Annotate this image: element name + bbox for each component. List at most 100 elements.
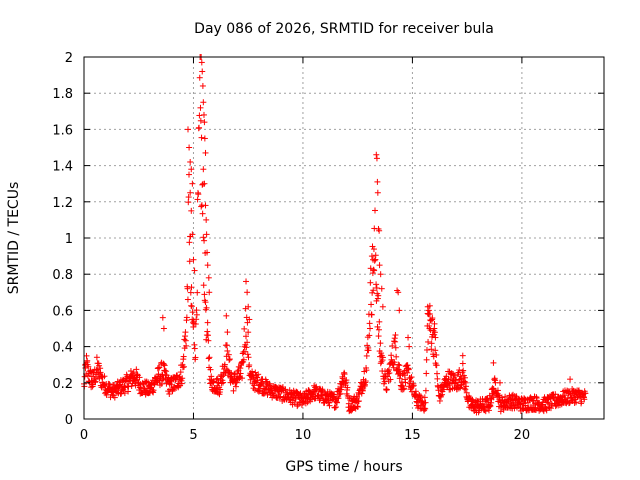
data-point <box>204 249 211 256</box>
data-point <box>482 408 489 415</box>
data-point <box>456 367 463 374</box>
data-point <box>247 376 254 383</box>
data-point <box>136 374 143 381</box>
data-point <box>377 271 384 278</box>
data-point <box>105 389 112 396</box>
data-point <box>373 281 380 288</box>
x-tick-label: 10 <box>295 428 312 443</box>
data-points <box>81 54 589 416</box>
data-point <box>223 342 230 349</box>
data-point <box>196 74 203 81</box>
data-point <box>254 377 261 384</box>
data-point <box>196 112 203 119</box>
y-tick-label: 2 <box>65 51 73 66</box>
data-point <box>370 287 377 294</box>
data-point <box>422 405 429 412</box>
data-point <box>136 384 143 391</box>
data-point <box>378 285 385 292</box>
data-point <box>522 402 529 409</box>
data-point <box>83 352 90 359</box>
data-point <box>159 314 166 321</box>
data-point <box>241 325 248 332</box>
data-point <box>421 394 428 401</box>
data-point <box>199 210 206 217</box>
data-point <box>179 375 186 382</box>
data-point <box>376 262 383 269</box>
data-point <box>369 243 376 250</box>
data-point <box>334 399 341 406</box>
data-point <box>130 369 137 376</box>
data-point <box>375 326 382 333</box>
data-point <box>354 403 361 410</box>
data-point <box>291 399 298 406</box>
data-point <box>224 329 231 336</box>
data-point <box>458 375 465 382</box>
data-point <box>81 373 88 380</box>
data-point <box>573 399 580 406</box>
data-point <box>427 317 434 324</box>
data-point <box>225 368 232 375</box>
data-point <box>197 117 204 124</box>
data-point <box>204 262 211 269</box>
data-point <box>184 296 191 303</box>
data-point <box>372 252 379 259</box>
data-point <box>192 354 199 361</box>
data-point <box>532 406 539 413</box>
x-tick-labels: 0 5 10 15 20 <box>80 428 530 443</box>
data-point <box>163 368 170 375</box>
data-point <box>417 393 424 400</box>
data-point <box>343 377 350 384</box>
data-point <box>198 59 205 66</box>
data-point <box>567 376 574 383</box>
data-point <box>448 370 455 377</box>
data-point <box>432 347 439 354</box>
data-point <box>197 104 204 111</box>
data-point <box>384 373 391 380</box>
data-point <box>460 367 467 374</box>
data-point <box>423 370 430 377</box>
data-point <box>221 361 228 368</box>
data-point <box>387 376 394 383</box>
data-point <box>544 399 551 406</box>
data-point <box>490 394 497 401</box>
data-point <box>85 363 92 370</box>
data-point <box>188 284 195 291</box>
data-point <box>368 301 375 308</box>
data-point <box>194 196 201 203</box>
data-point <box>433 351 440 358</box>
data-point <box>220 379 227 386</box>
data-point <box>125 383 132 390</box>
data-point <box>463 389 470 396</box>
chart-title: Day 086 of 2026, SRMTID for receiver bul… <box>194 21 494 37</box>
data-point <box>178 380 185 387</box>
data-point <box>406 343 413 350</box>
data-point <box>459 360 466 367</box>
data-point <box>385 370 392 377</box>
data-point <box>166 391 173 398</box>
data-point <box>186 144 193 151</box>
data-point <box>191 345 198 352</box>
data-point <box>422 387 429 394</box>
y-axis-title: SRMTID / TECUs <box>6 182 22 295</box>
data-point <box>374 189 381 196</box>
data-point <box>405 334 412 341</box>
data-point <box>365 347 372 354</box>
data-point <box>367 265 374 272</box>
data-point <box>203 304 210 311</box>
data-point <box>200 282 207 289</box>
data-point <box>393 353 400 360</box>
data-point <box>191 267 198 274</box>
data-point <box>304 399 311 406</box>
data-point <box>428 346 435 353</box>
data-point <box>202 299 209 306</box>
data-point <box>461 374 468 381</box>
data-point <box>255 371 262 378</box>
data-point <box>149 388 156 395</box>
data-point <box>193 311 200 318</box>
data-point <box>383 386 390 393</box>
data-point <box>185 126 191 133</box>
data-point <box>201 135 208 142</box>
data-point <box>203 216 210 223</box>
data-point <box>237 370 244 377</box>
data-point <box>182 337 189 344</box>
